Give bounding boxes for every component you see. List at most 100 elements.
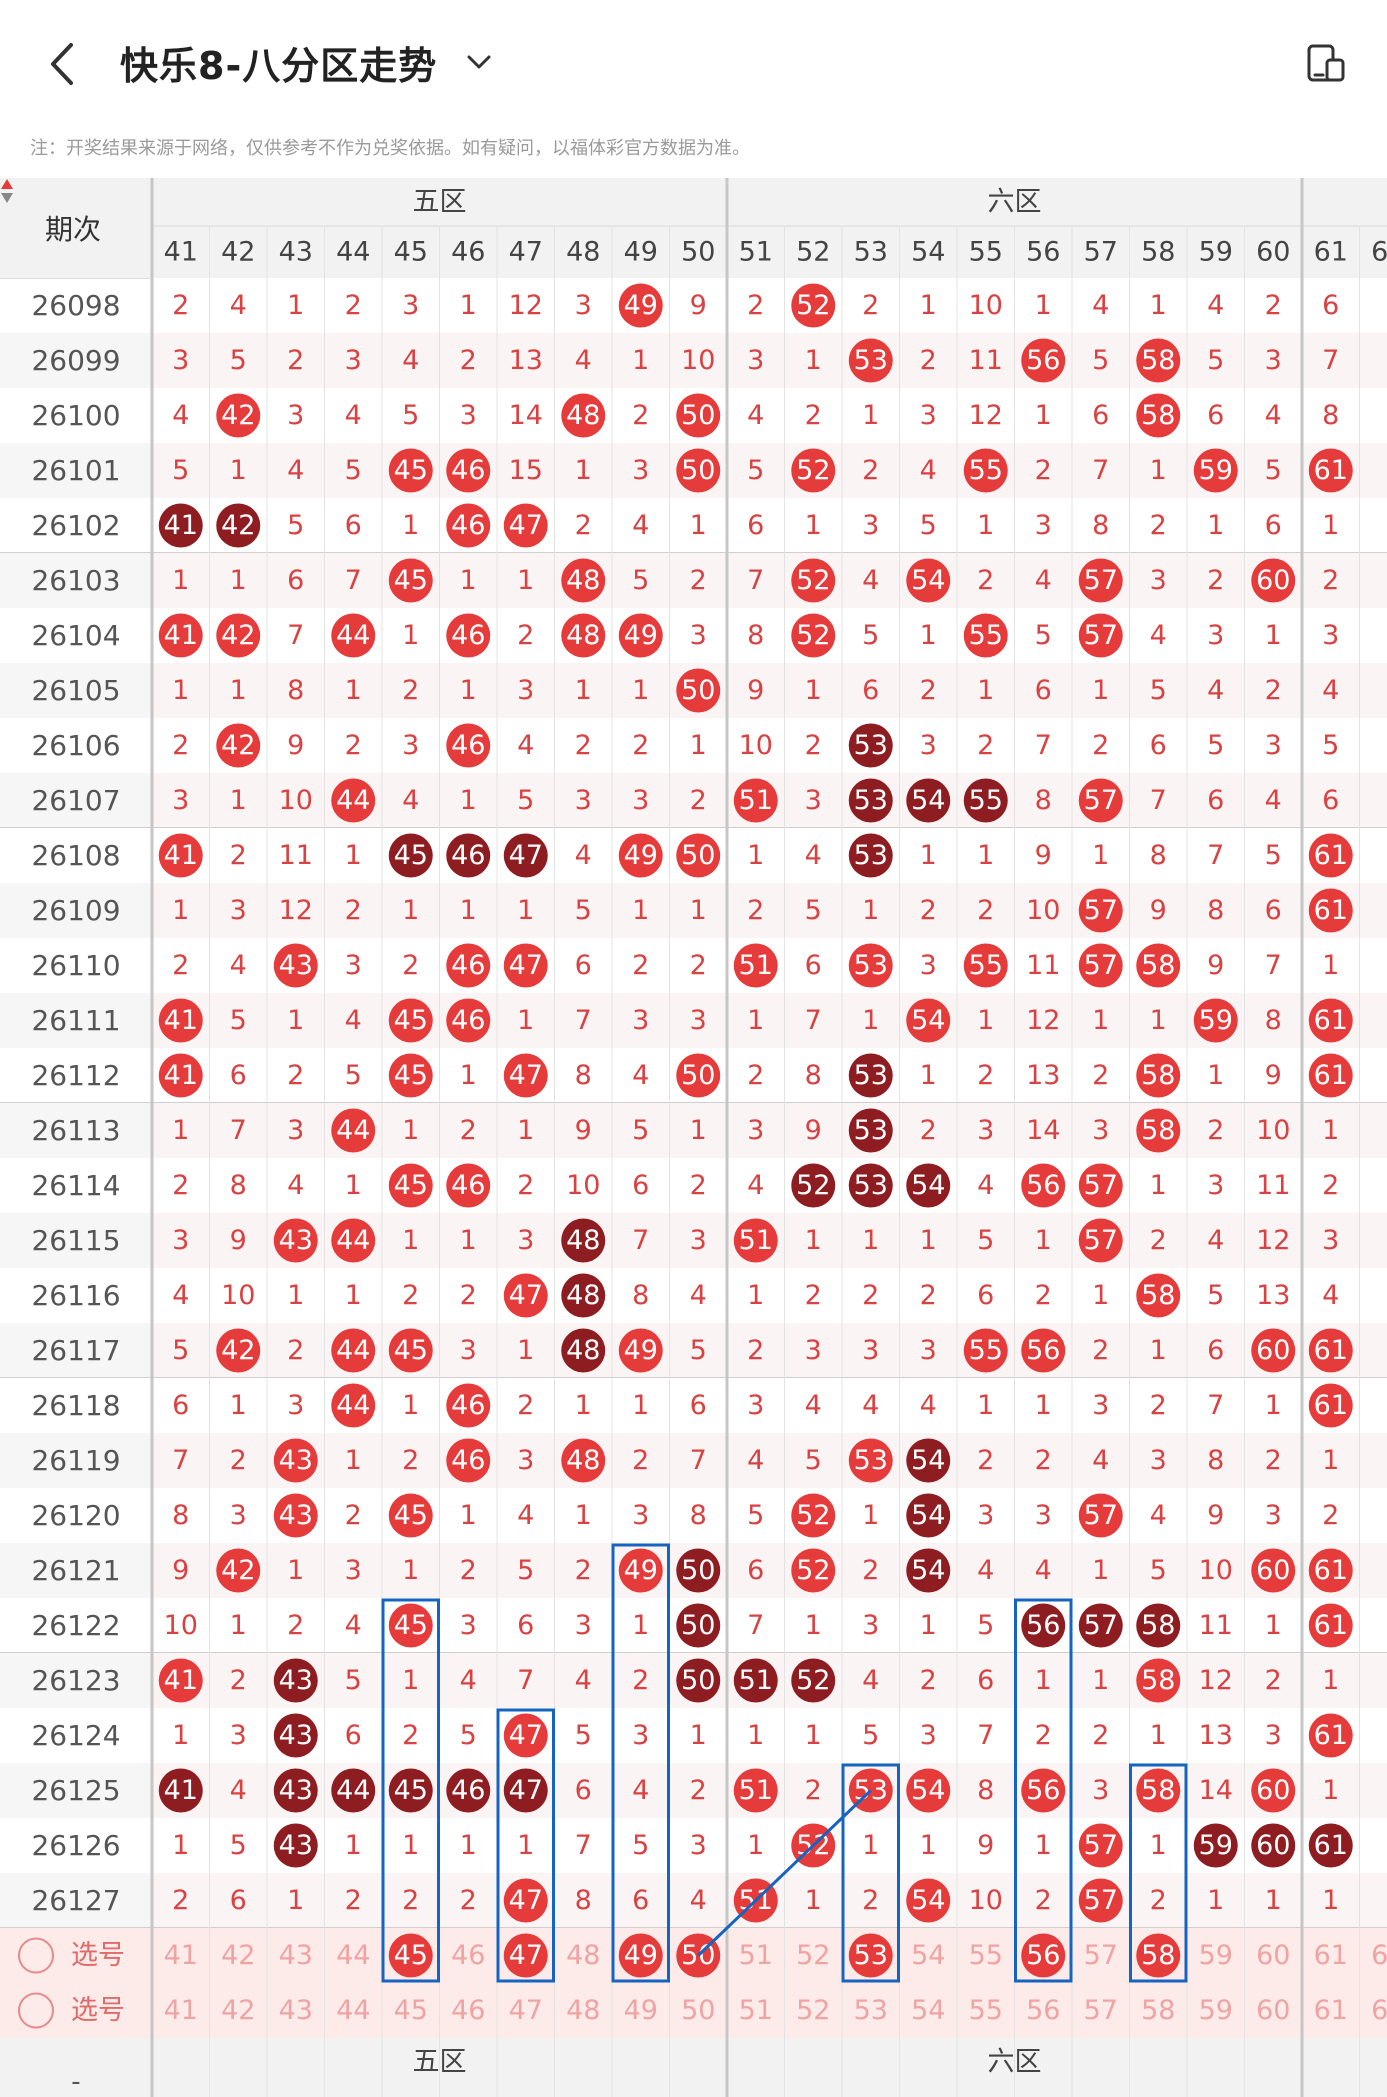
miss-count: 3 [460,400,477,431]
miss-count: 4 [1207,675,1224,706]
miss-count: 13 [509,345,543,376]
picked-ball[interactable] [618,1933,663,1978]
title-dropdown[interactable]: 快乐8-八分区走势 [120,32,491,92]
miss-count: 1 [230,785,247,816]
ball-number: 58 [1141,1280,1175,1311]
selection-box[interactable] [496,1708,555,1983]
miss-count: 3 [862,510,879,541]
miss-count: 11 [969,345,1003,376]
ball-number: 61 [1314,1610,1348,1641]
miss-count: 5 [977,1610,994,1641]
miss-count: 2 [517,1170,534,1201]
ball-number: 43 [279,1830,313,1861]
miss-count: 2 [172,1885,189,1916]
miss-count: 5 [287,510,304,541]
select-radio[interactable] [18,1992,54,2029]
miss-count: 1 [287,290,304,321]
hit-ball [1193,448,1238,493]
miss-count: 3 [517,675,534,706]
ball-number: 41 [164,1005,198,1036]
header-background [0,178,1387,278]
picked-ball[interactable] [503,1933,548,1978]
column-number-header: 46 [451,237,485,268]
repeat-hit-ball [906,778,951,823]
select-radio[interactable] [18,1937,54,1974]
period-sort-header[interactable]: 期次 [0,178,150,279]
miss-count: 6 [230,1060,247,1091]
table-row [0,1488,1387,1543]
picked-ball[interactable] [1136,1933,1181,1978]
period-number: 26119 [31,1444,120,1477]
miss-count: 10 [969,1885,1003,1916]
picked-ball[interactable] [1021,1933,1066,1978]
ball-number: 46 [451,1390,485,1421]
miss-count: 4 [460,1665,477,1696]
selectable-number: 48 [566,1940,600,1971]
miss-count: 5 [172,1335,189,1366]
hit-ball [273,1438,318,1483]
trend-table[interactable]: 五区 六区 41 42 43 44 45 46 47 48 49 50 51 52 53 54 55 56 57 58… [0,178,1387,2097]
hit-ball [791,1493,836,1538]
miss-count: 7 [1150,785,1167,816]
hit-ball [1078,558,1123,603]
period-number: 26115 [31,1224,120,1257]
picked-number: 56 [1026,1940,1060,1971]
ball-number: 45 [394,1775,428,1806]
back-button[interactable] [40,34,84,94]
period-number: 26103 [31,564,120,597]
miss-count: 4 [747,400,764,431]
hit-ball [388,998,433,1043]
miss-count: 1 [977,1005,994,1036]
picked-ball[interactable] [388,1933,433,1978]
miss-count: 5 [920,510,937,541]
ball-number: 53 [854,1445,888,1476]
repeat-hit-ball [848,723,893,768]
hit-ball [446,1383,491,1428]
hit-ball [1136,1658,1181,1703]
miss-count: 1 [345,675,362,706]
selectable-number: 57 [1084,1995,1118,2026]
table-row [0,773,1387,828]
selection-box[interactable] [381,1598,440,1983]
miss-count: 1 [920,1830,937,1861]
ball-number: 50 [681,400,715,431]
miss-count: 4 [402,785,419,816]
miss-count: 1 [690,1720,707,1751]
selectable-number: 43 [279,1940,313,1971]
miss-count: 1 [1150,1005,1167,1036]
miss-count: 2 [805,1775,822,1806]
miss-count: 11 [279,840,313,871]
ball-number: 47 [509,950,543,981]
selection-box[interactable] [611,1543,670,1983]
miss-count: 2 [920,345,937,376]
selection-box[interactable] [1129,1763,1188,1983]
miss-count: 6 [1322,290,1339,321]
period-number: 26110 [31,949,120,982]
picked-ball[interactable] [848,1933,893,1978]
ball-number: 55 [969,1335,1003,1366]
hit-ball [1251,1328,1296,1373]
miss-count: 4 [230,950,247,981]
miss-count: 2 [1150,1885,1167,1916]
selection-box[interactable] [1014,1598,1073,1983]
miss-count: 2 [805,1280,822,1311]
ball-number: 42 [221,1555,255,1586]
ball-number: 50 [681,1665,715,1696]
ball-number: 41 [164,620,198,651]
device-switch-button[interactable] [1305,42,1353,90]
miss-count: 1 [747,840,764,871]
ball-number: 52 [796,620,830,651]
hit-ball [733,943,778,988]
column-number-header: 56 [1026,237,1060,268]
ball-number: 54 [911,1775,945,1806]
period-cell [0,388,152,443]
miss-count: 2 [862,1885,879,1916]
selection-box[interactable] [841,1763,900,1983]
miss-count: 1 [460,675,477,706]
miss-count: 6 [977,1280,994,1311]
zone-header-label: 六区 [988,187,1042,218]
miss-count: 4 [747,1170,764,1201]
miss-count: 9 [1207,1500,1224,1531]
ball-number: 45 [394,565,428,596]
ball-number: 51 [739,1225,773,1256]
